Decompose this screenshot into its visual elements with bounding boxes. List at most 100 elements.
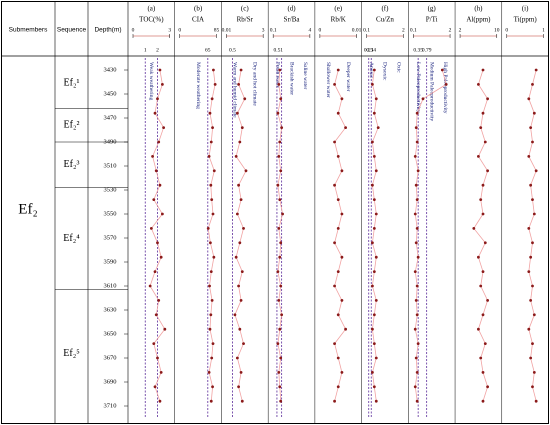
depth-label: 3450	[104, 90, 117, 97]
threshold-label: 0.35	[413, 47, 423, 53]
data-point	[277, 83, 281, 86]
scale-label: 3	[262, 27, 265, 33]
depth-label: 3610	[104, 282, 117, 289]
data-point	[280, 126, 284, 129]
scale-label: 0.01	[352, 27, 362, 33]
zone-annotation: Weak weathering	[148, 62, 154, 100]
sequence-label: Ef₂³	[64, 159, 80, 170]
data-point	[486, 385, 489, 389]
panel-title: Al(ppm)	[466, 16, 491, 24]
data-point	[413, 155, 417, 158]
data-point	[244, 169, 248, 173]
data-point	[529, 255, 533, 259]
data-point	[477, 327, 480, 331]
sequence-label: Ef₂²	[64, 119, 80, 130]
panel-title: Ti(ppm)	[514, 16, 538, 24]
data-point	[240, 270, 244, 273]
data-point	[415, 284, 419, 288]
data-point	[483, 241, 487, 245]
depth-label: 3510	[104, 162, 117, 169]
data-point	[415, 399, 419, 403]
data-point	[333, 183, 336, 187]
data-point	[276, 183, 280, 187]
data-point	[333, 399, 336, 403]
data-point	[239, 371, 243, 374]
data-point	[529, 356, 533, 360]
data-point	[529, 126, 533, 129]
data-point	[210, 299, 214, 302]
data-point	[157, 140, 161, 144]
data-point	[486, 97, 489, 101]
data-point	[211, 342, 215, 345]
column-header: Submembers	[9, 27, 48, 34]
data-point	[372, 227, 376, 230]
threshold-label: 0.21	[364, 47, 374, 53]
depth-label: 3670	[104, 354, 117, 361]
data-point	[239, 198, 243, 202]
data-point	[340, 97, 344, 101]
data-point	[534, 169, 538, 173]
data-point	[374, 255, 378, 259]
panel-title: Sr/Ba	[284, 16, 301, 24]
depth-label: 3690	[104, 378, 117, 385]
data-point	[527, 97, 531, 101]
threshold-label: 0.79	[422, 47, 432, 53]
data-point	[444, 83, 448, 86]
data-point	[336, 313, 340, 317]
data-point	[479, 126, 483, 129]
data-point	[532, 111, 536, 115]
data-point	[159, 255, 163, 259]
data-point	[340, 371, 344, 374]
data-point	[243, 97, 247, 101]
data-point	[371, 241, 374, 245]
data-point	[278, 327, 282, 331]
data-point	[534, 399, 538, 403]
scale-label: 2	[449, 27, 452, 33]
data-point	[416, 169, 420, 173]
data-point	[279, 356, 283, 360]
data-point	[532, 313, 536, 317]
panel-title: CIA	[192, 16, 204, 24]
data-point	[333, 342, 336, 345]
threshold-label: 0.5	[229, 47, 236, 53]
data-point	[239, 68, 243, 72]
panel-letter: (a)	[147, 5, 155, 13]
data-point	[234, 155, 238, 158]
data-point	[213, 83, 217, 86]
data-point	[278, 68, 282, 72]
data-point	[237, 83, 241, 86]
data-point	[156, 241, 159, 245]
data-point	[414, 241, 418, 245]
data-point	[208, 111, 212, 115]
data-point	[336, 111, 340, 115]
scale-label: 0	[132, 27, 135, 33]
data-point	[158, 68, 162, 72]
zone-annotation: Medium Paleoproductivity	[428, 62, 434, 121]
data-point	[415, 111, 419, 115]
data-point	[529, 183, 533, 187]
depth-label: 3550	[104, 210, 117, 217]
data-point	[372, 111, 376, 115]
data-point	[209, 313, 213, 317]
zone-annotation: Brackish water	[288, 62, 294, 95]
data-point	[208, 241, 212, 245]
data-point	[210, 356, 214, 360]
data-point	[278, 140, 282, 144]
data-point	[374, 399, 378, 403]
panel-title: Rb/K	[331, 16, 346, 24]
data-point	[210, 97, 214, 101]
data-point	[235, 111, 239, 115]
data-point	[280, 313, 284, 317]
profile-line	[414, 69, 447, 402]
profile-line	[234, 69, 247, 402]
data-point	[415, 313, 419, 317]
scale-label: 2	[402, 27, 405, 33]
data-point	[209, 270, 213, 273]
panel-letter: (b)	[194, 5, 203, 13]
data-point	[481, 399, 485, 403]
data-point	[160, 83, 164, 86]
depth-label: 3590	[104, 258, 117, 265]
panel-letter: (c)	[241, 5, 249, 13]
data-point	[237, 385, 241, 389]
